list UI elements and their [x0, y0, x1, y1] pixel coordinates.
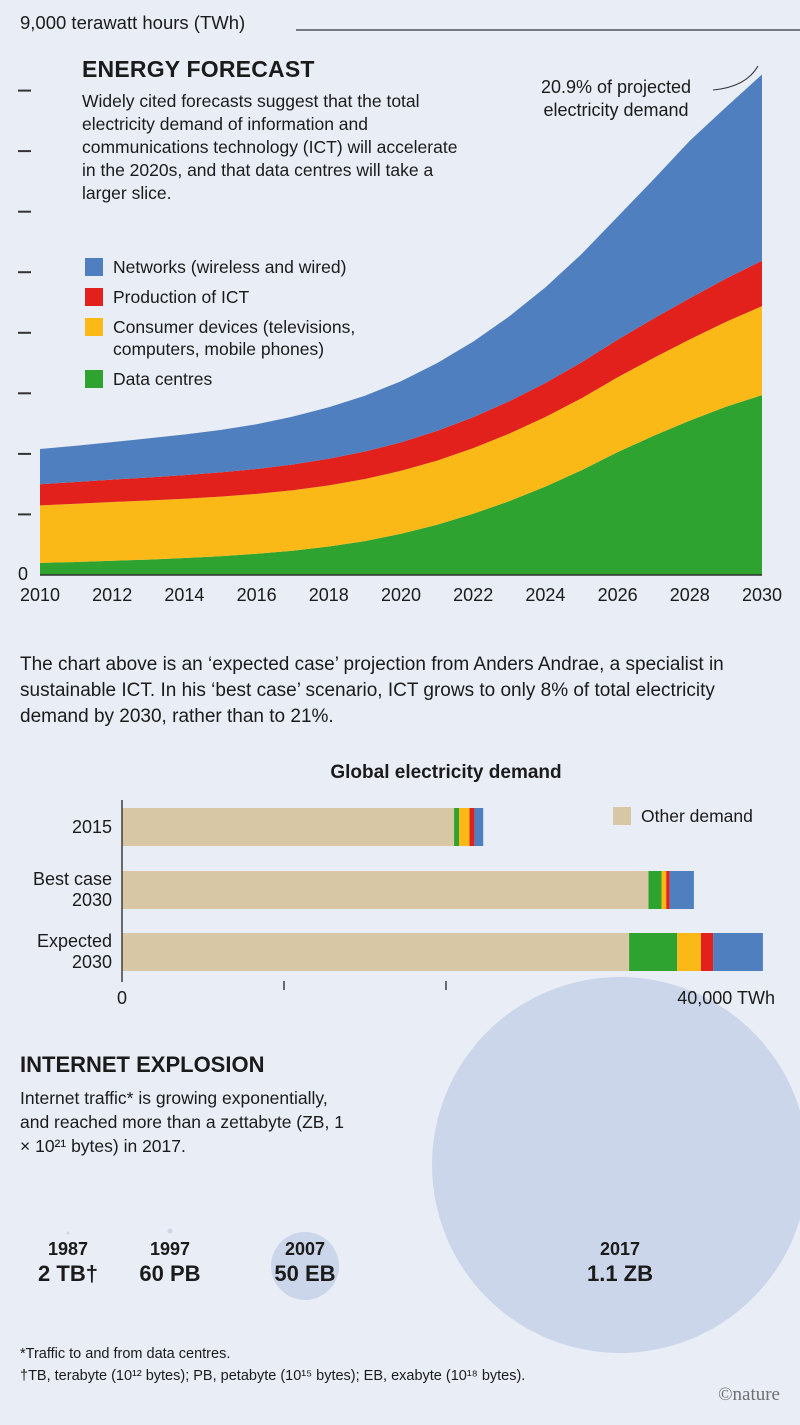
legend-item: Networks (wireless and wired) — [85, 256, 445, 278]
forecast-title: ENERGY FORECAST — [82, 56, 315, 82]
bar-chart-legend: Other demand — [613, 806, 753, 827]
bar-segment-networks — [713, 933, 763, 971]
legend-item: Production of ICT — [85, 286, 445, 308]
area-series-consumer-devices — [40, 306, 762, 563]
legend-label: Consumer devices (televisions, computers… — [113, 317, 356, 359]
legend-label: Networks (wireless and wired) — [113, 257, 347, 277]
bubble-year-label: 1987 — [47, 1239, 89, 1259]
x-axis-tick-label: 2020 — [380, 585, 422, 605]
bar-segment-production-of-ict — [666, 871, 670, 909]
bubble-label-2007: 2007 50 EB — [225, 1239, 385, 1287]
bar-segment-other-demand — [122, 808, 455, 846]
bar-segment-consumer-devices — [677, 933, 701, 971]
footnote-asterisk: *Traffic to and from data centres. — [20, 1346, 231, 1362]
bar-segment-other-demand — [122, 871, 649, 909]
y-axis-top-label: 9,000 terawatt hours (TWh) — [20, 12, 246, 33]
legend-label: Data centres — [113, 369, 213, 389]
chart-annotation: 20.9% of projected electricity demand — [540, 77, 692, 120]
body-text: The chart above is an ‘expected case’ pr… — [20, 654, 724, 727]
bar-segment-production-of-ict — [469, 808, 475, 846]
bar-segment-consumer-devices — [459, 808, 470, 846]
bubble-value-label: 50 EB — [274, 1261, 336, 1286]
legend-swatch — [85, 288, 103, 306]
area-series-networks — [40, 74, 762, 485]
area-series-production-of-ict — [40, 260, 762, 506]
bar-axis-label-zero: 0 — [116, 988, 127, 1008]
x-axis-tick-label: 2014 — [164, 585, 205, 605]
traffic-bubble-1987 — [66, 1231, 70, 1235]
x-axis-tick-label: 2012 — [92, 585, 133, 605]
bar-segment-production-of-ict — [701, 933, 714, 971]
bar-segment-data-centres — [629, 933, 678, 971]
bubble-label-1997: 1997 60 PB — [90, 1239, 250, 1287]
legend-swatch — [85, 318, 103, 336]
bar-row-label: Expected 2030 — [36, 931, 112, 972]
x-axis-tick-label: 2018 — [308, 585, 349, 605]
internet-description: Internet traffic* is growing exponential… — [20, 1088, 344, 1156]
x-axis-tick-label: 2010 — [19, 585, 61, 605]
internet-section-title: INTERNET EXPLOSION — [20, 1052, 265, 1077]
bubble-value-label: 1.1 ZB — [586, 1261, 654, 1286]
bar-legend-label: Other demand — [641, 806, 753, 826]
bar-segment-networks — [474, 808, 484, 846]
bar-segment-data-centres — [648, 871, 662, 909]
legend-swatch — [85, 258, 103, 276]
x-axis-tick-label: 2026 — [597, 585, 638, 605]
bar-row-label: Best case 2030 — [32, 869, 112, 910]
x-axis-tick-label: 2024 — [525, 585, 566, 605]
bubble-year-label: 2017 — [599, 1239, 641, 1259]
legend-swatch — [85, 370, 103, 388]
traffic-bubble-1997 — [167, 1228, 173, 1234]
bar-segment-other-demand — [122, 933, 630, 971]
traffic-bubble-2007 — [271, 1232, 339, 1300]
bubble-label-1987: 1987 2 TB† — [0, 1239, 148, 1287]
bar-chart-title: Global electricity demand — [330, 762, 562, 783]
legend-item: Consumer devices (televisions, computers… — [85, 316, 445, 360]
bar-segment-networks — [669, 871, 694, 909]
bar-row-label: 2015 — [71, 816, 112, 837]
bubble-year-label: 1997 — [149, 1239, 191, 1259]
traffic-bubble-2017 — [432, 977, 800, 1353]
bubble-value-label: 2 TB† — [38, 1261, 98, 1286]
annotation-connector-line — [712, 65, 759, 91]
bar-segment-data-centres — [454, 808, 459, 846]
publisher-credit: ©nature — [718, 1384, 780, 1405]
y-axis-zero-label: 0 — [18, 564, 29, 584]
legend-label: Production of ICT — [113, 287, 250, 307]
x-axis-tick-label: 2022 — [453, 585, 494, 605]
area-chart-legend: Networks (wireless and wired) Production … — [85, 256, 445, 398]
forecast-description: Widely cited forecasts suggest that the … — [82, 91, 458, 203]
x-axis-tick-label: 2028 — [669, 585, 710, 605]
legend-item: Data centres — [85, 368, 445, 390]
footnote-dagger: †TB, terabyte (10¹² bytes); PB, petabyte… — [20, 1368, 526, 1384]
x-axis-tick-label: 2030 — [741, 585, 783, 605]
bar-axis-label-max: 40,000 TWh — [677, 988, 775, 1008]
area-series-data-centres — [40, 395, 762, 575]
bubble-year-label: 2007 — [284, 1239, 326, 1259]
other-demand-swatch — [613, 807, 631, 825]
bubble-label-2017: 2017 1.1 ZB — [540, 1239, 700, 1287]
bubble-value-label: 60 PB — [139, 1261, 201, 1286]
bar-segment-consumer-devices — [661, 871, 667, 909]
x-axis-tick-label: 2016 — [236, 585, 277, 605]
